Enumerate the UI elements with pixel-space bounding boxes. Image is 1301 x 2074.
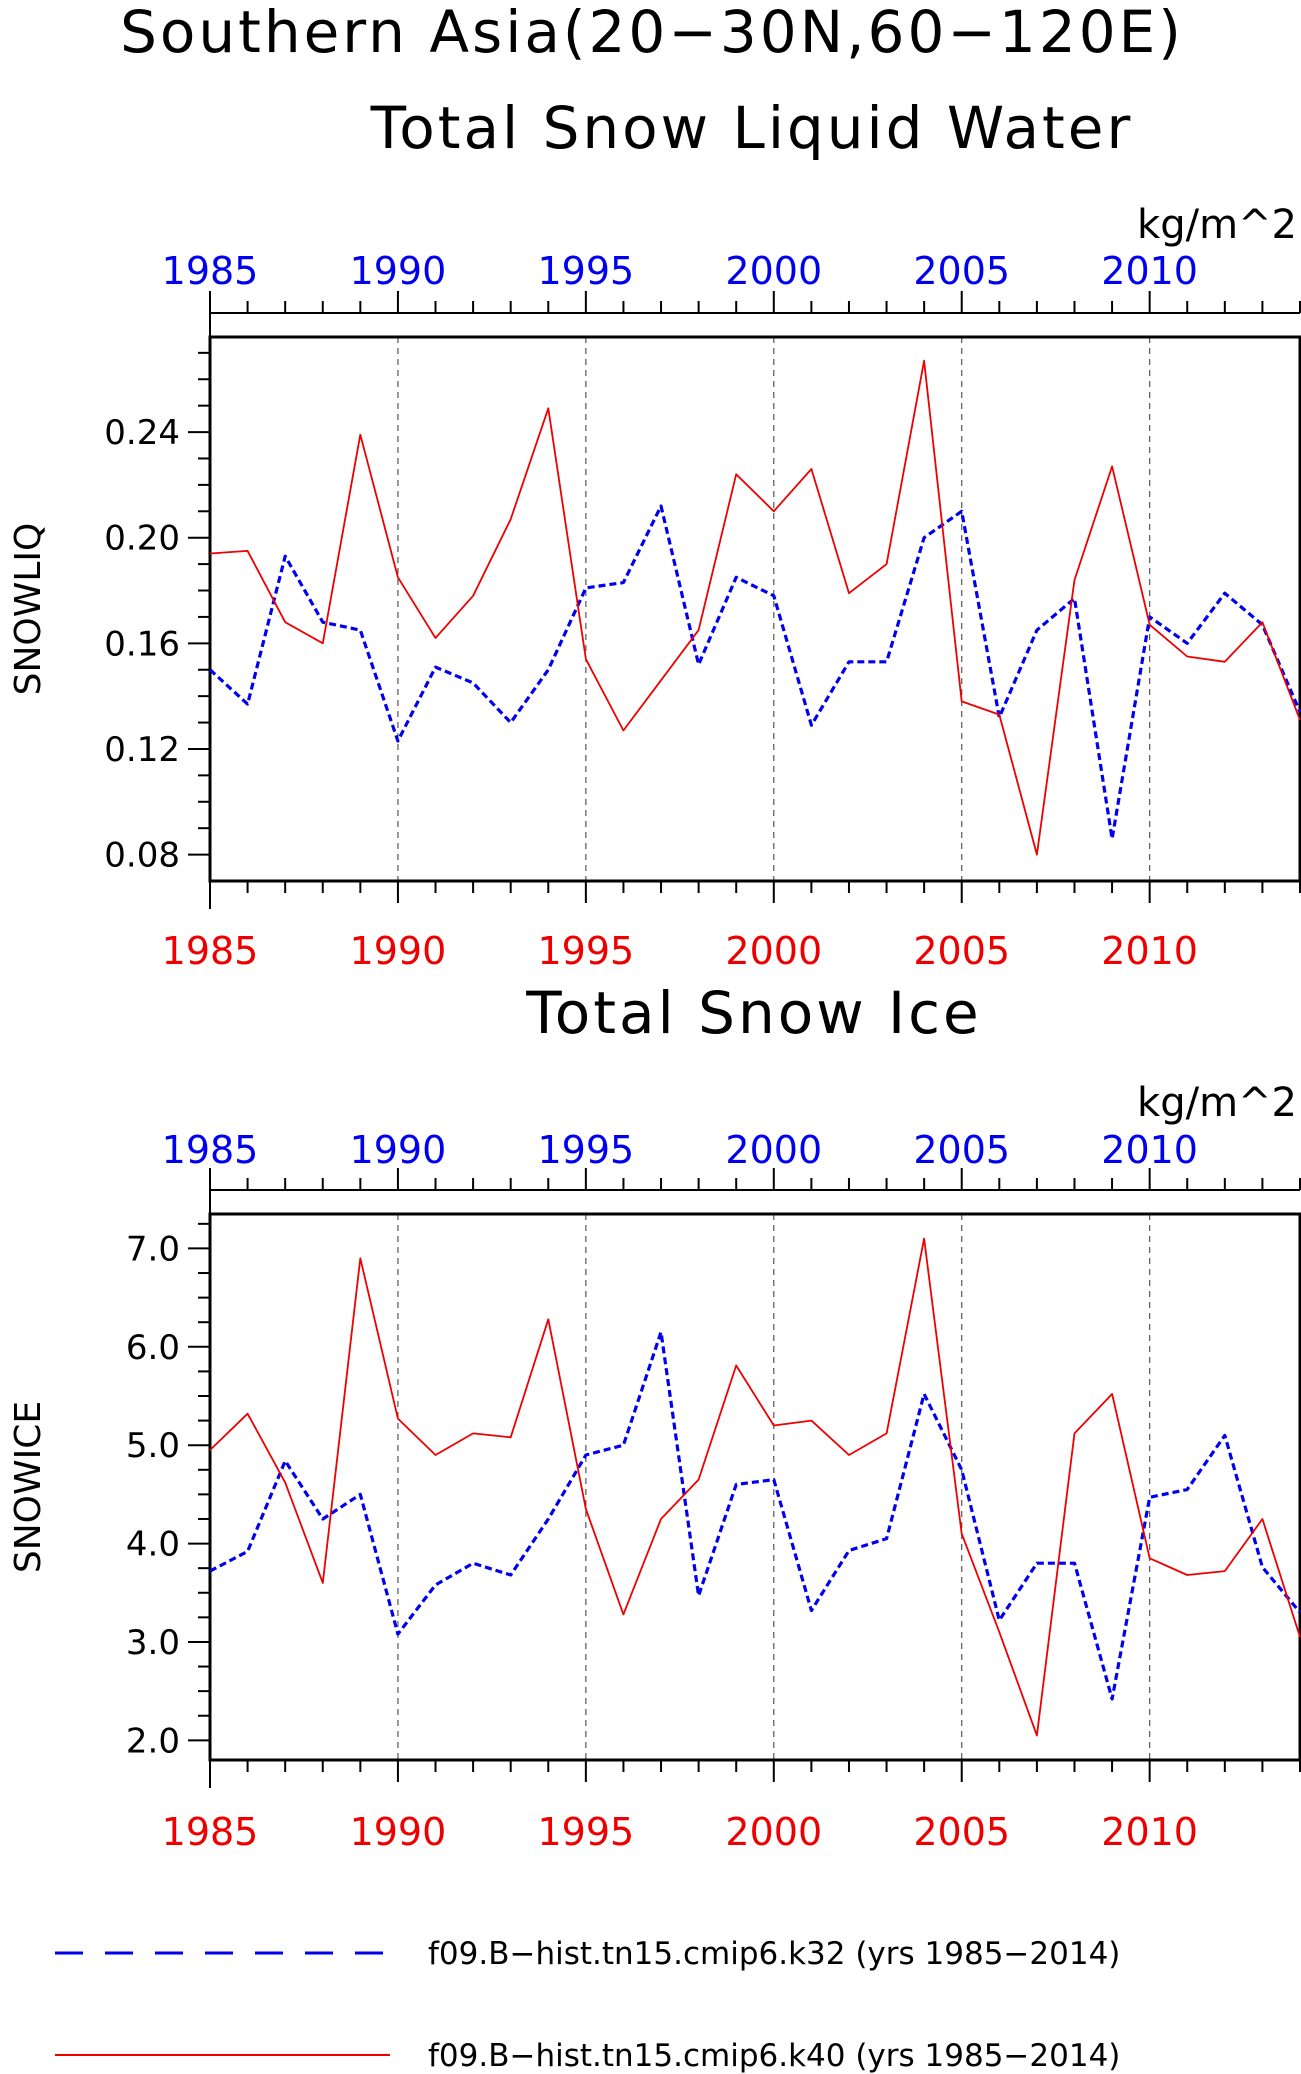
y-axis-label: SNOWICE: [8, 1401, 49, 1573]
top-xtick-label: 2010: [1101, 249, 1198, 293]
ytick-label: 4.0: [126, 1525, 180, 1565]
bottom-xtick-label: 1990: [350, 1810, 447, 1854]
top-xtick-label: 2005: [913, 1128, 1010, 1172]
ytick-label: 0.16: [104, 624, 180, 664]
ytick-label: 0.20: [104, 519, 180, 559]
figure-title-line2: Total Snow Liquid Water: [370, 94, 1134, 162]
legend: f09.B−hist.tn15.cmip6.k32 (yrs 1985−2014…: [55, 1936, 1120, 2074]
bottom-xtick-label: 2005: [913, 1810, 1010, 1854]
plot-frame: [208, 335, 1301, 883]
top-xtick-label: 2000: [725, 1128, 822, 1172]
ytick-label: 0.12: [104, 730, 180, 770]
top-xtick-label: 1990: [350, 249, 447, 293]
bottom-xtick-label: 2010: [1101, 929, 1198, 973]
y-axis-label: SNOWLIQ: [8, 523, 49, 696]
top-xtick-label: 1995: [538, 1128, 635, 1172]
top-xtick-label: 1995: [538, 249, 635, 293]
top-xtick-label: 2000: [725, 249, 822, 293]
ytick-label: 0.24: [104, 413, 180, 453]
top-xtick-label: 1985: [162, 1128, 259, 1172]
panel2-title: Total Snow Ice: [525, 979, 982, 1047]
series-line-k32: [208, 504, 1301, 841]
bottom-xtick-label: 2005: [913, 929, 1010, 973]
top-xtick-label: 1990: [350, 1128, 447, 1172]
bottom-xtick-label: 1995: [538, 929, 635, 973]
bottom-xtick-label: 1985: [162, 1810, 259, 1854]
bottom-xtick-label: 2010: [1101, 1810, 1198, 1854]
ytick-label: 3.0: [126, 1623, 180, 1663]
bottom-xtick-label: 1995: [538, 1810, 635, 1854]
ytick-label: 2.0: [126, 1721, 180, 1761]
legend-label-k32: f09.B−hist.tn15.cmip6.k32 (yrs 1985−2014…: [428, 1936, 1120, 1972]
panel2-units: kg/m^2: [1137, 1080, 1297, 1126]
bottom-xtick-label: 1990: [350, 929, 447, 973]
legend-label-k40: f09.B−hist.tn15.cmip6.k40 (yrs 1985−2014…: [428, 2038, 1120, 2074]
ytick-label: 0.08: [104, 836, 180, 876]
figure-title-line1: Southern Asia(20−30N,60−120E): [120, 0, 1184, 66]
panel-snowliq: 1985 1985 1990 1990 1995 1995 2000 2000 2005 2005…: [8, 249, 1301, 973]
top-xtick-label: 1985: [162, 249, 259, 293]
series-line-k40: [209, 1237, 1301, 1737]
series-line-k32: [209, 1330, 1301, 1701]
top-xtick-label: 2010: [1101, 1128, 1198, 1172]
bottom-xtick-label: 1985: [162, 929, 259, 973]
top-xtick-label: 2005: [913, 249, 1010, 293]
bottom-xtick-label: 2000: [725, 1810, 822, 1854]
bottom-xtick-label: 2000: [725, 929, 822, 973]
ytick-label: 7.0: [126, 1229, 180, 1269]
ytick-label: 5.0: [126, 1426, 180, 1466]
panel1-units: kg/m^2: [1137, 202, 1297, 248]
panel-snowice: 1985 1985 1990 1990 1995 1995 2000 2000 2005 2005…: [8, 1128, 1301, 1854]
plot-frame: [208, 1212, 1301, 1762]
ytick-label: 6.0: [126, 1328, 180, 1368]
series-line-k40: [209, 359, 1301, 856]
